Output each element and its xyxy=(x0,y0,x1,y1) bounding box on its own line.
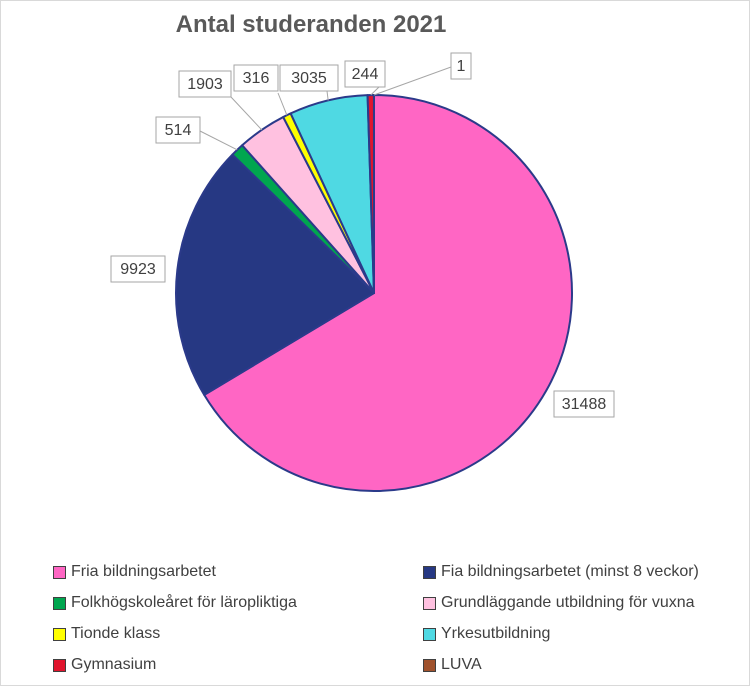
data-label-text-0: 31488 xyxy=(562,396,607,413)
data-label-6: 244 xyxy=(345,61,385,87)
legend-label-5: Yrkesutbildning xyxy=(441,625,550,643)
legend-label-4: Tionde klass xyxy=(71,625,160,643)
data-label-7: 1 xyxy=(451,53,471,79)
leader-line-7 xyxy=(374,67,453,95)
legend-item-3: Grundläggande utbildning för vuxna xyxy=(423,594,695,612)
data-label-2: 514 xyxy=(156,117,200,143)
legend-item-0: Fria bildningsarbetet xyxy=(53,563,216,581)
legend-label-3: Grundläggande utbildning för vuxna xyxy=(441,594,695,612)
data-label-3: 1903 xyxy=(179,71,231,97)
leader-line-5 xyxy=(327,91,328,100)
legend-item-2: Folkhögskoleåret för läropliktiga xyxy=(53,594,297,612)
data-label-4: 316 xyxy=(234,65,278,91)
legend-label-1: Fia bildningsarbetet (minst 8 veckor) xyxy=(441,563,699,581)
data-label-0: 31488 xyxy=(554,391,614,417)
legend-swatch-1 xyxy=(423,566,436,579)
chart-legend: Fria bildningsarbetet Fia bildningsarbete… xyxy=(1,557,750,687)
data-label-5: 3035 xyxy=(280,65,338,91)
legend-swatch-7 xyxy=(423,659,436,672)
legend-swatch-2 xyxy=(53,597,66,610)
legend-swatch-5 xyxy=(423,628,436,641)
legend-swatch-4 xyxy=(53,628,66,641)
data-label-text-2: 514 xyxy=(165,122,192,139)
pie-chart: 31488 9923 514 1903 316 3035 244 1 xyxy=(1,1,750,557)
data-label-text-3: 1903 xyxy=(187,76,223,93)
legend-item-6: Gymnasium xyxy=(53,656,156,674)
legend-label-2: Folkhögskoleåret för läropliktiga xyxy=(71,594,297,612)
data-label-text-1: 9923 xyxy=(120,261,156,278)
leader-line-4 xyxy=(278,93,287,115)
legend-swatch-6 xyxy=(53,659,66,672)
data-label-text-5: 3035 xyxy=(291,70,327,87)
legend-label-7: LUVA xyxy=(441,656,482,674)
legend-swatch-3 xyxy=(423,597,436,610)
legend-item-4: Tionde klass xyxy=(53,625,160,643)
data-label-text-4: 316 xyxy=(243,70,270,87)
legend-item-1: Fia bildningsarbetet (minst 8 veckor) xyxy=(423,563,699,581)
legend-label-6: Gymnasium xyxy=(71,656,156,674)
legend-swatch-0 xyxy=(53,566,66,579)
legend-item-7: LUVA xyxy=(423,656,482,674)
data-label-text-7: 1 xyxy=(457,58,466,75)
leader-line-3 xyxy=(231,97,262,130)
legend-label-0: Fria bildningsarbetet xyxy=(71,563,216,581)
data-label-text-6: 244 xyxy=(352,66,379,83)
leader-line-2 xyxy=(200,131,237,150)
data-label-1: 9923 xyxy=(111,256,165,282)
legend-item-5: Yrkesutbildning xyxy=(423,625,550,643)
